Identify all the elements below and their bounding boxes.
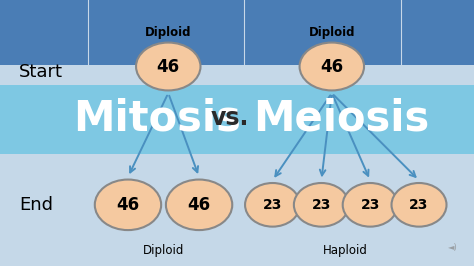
- Text: Start: Start: [19, 63, 63, 81]
- Text: 46: 46: [188, 196, 210, 214]
- Text: ◄): ◄): [447, 243, 457, 252]
- Text: 23: 23: [312, 198, 331, 212]
- Ellipse shape: [392, 183, 447, 227]
- Text: End: End: [19, 196, 53, 214]
- Ellipse shape: [343, 183, 398, 227]
- Text: vs.: vs.: [211, 106, 249, 130]
- Ellipse shape: [95, 180, 161, 230]
- Ellipse shape: [245, 183, 300, 227]
- Ellipse shape: [294, 183, 349, 227]
- Text: 23: 23: [263, 198, 282, 212]
- Text: Meiosis: Meiosis: [254, 97, 430, 139]
- Ellipse shape: [166, 180, 232, 230]
- Ellipse shape: [136, 43, 201, 90]
- Text: 46: 46: [157, 57, 180, 76]
- Text: Diploid: Diploid: [143, 244, 184, 256]
- Text: 46: 46: [320, 57, 343, 76]
- Text: Diploid: Diploid: [145, 26, 191, 39]
- Text: 23: 23: [410, 198, 428, 212]
- Text: 46: 46: [117, 196, 139, 214]
- Text: Mitosis: Mitosis: [73, 97, 241, 139]
- Text: 23: 23: [361, 198, 380, 212]
- Text: Diploid: Diploid: [309, 26, 355, 39]
- Bar: [0, 85, 474, 154]
- Bar: [0, 0, 474, 65]
- Ellipse shape: [300, 43, 364, 90]
- Text: Haploid: Haploid: [323, 244, 368, 256]
